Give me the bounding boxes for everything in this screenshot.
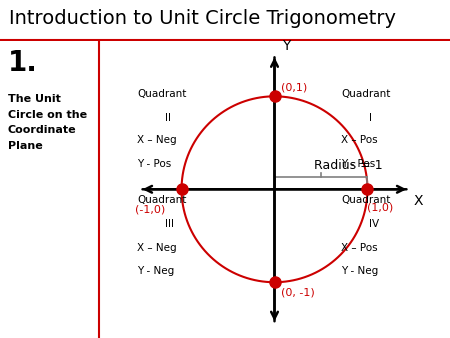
- Text: X – Pos: X – Pos: [342, 135, 378, 145]
- Text: (1,0): (1,0): [368, 202, 394, 212]
- Text: X: X: [414, 194, 423, 208]
- Text: Quadrant: Quadrant: [137, 89, 186, 99]
- Text: (-1,0): (-1,0): [135, 204, 165, 214]
- Text: (0, -1): (0, -1): [281, 288, 315, 298]
- Text: Quadrant: Quadrant: [137, 195, 186, 205]
- Text: I: I: [369, 113, 372, 123]
- Text: II: II: [165, 113, 171, 123]
- Text: 1.: 1.: [8, 49, 38, 77]
- Text: Y - Pos: Y - Pos: [342, 159, 376, 169]
- Text: X – Neg: X – Neg: [137, 243, 176, 253]
- Text: III: III: [165, 219, 174, 229]
- Text: IV: IV: [369, 219, 379, 229]
- Text: Y - Neg: Y - Neg: [137, 266, 174, 276]
- Text: Y: Y: [282, 39, 290, 53]
- Text: Radius = 1: Radius = 1: [314, 159, 382, 172]
- Text: Y - Pos: Y - Pos: [137, 159, 171, 169]
- Text: X – Neg: X – Neg: [137, 135, 176, 145]
- Text: The Unit
Circle on the
Coordinate
Plane: The Unit Circle on the Coordinate Plane: [8, 94, 87, 151]
- Text: X – Pos: X – Pos: [342, 243, 378, 253]
- Text: Y - Neg: Y - Neg: [342, 266, 378, 276]
- Text: Quadrant: Quadrant: [342, 195, 391, 205]
- Text: Introduction to Unit Circle Trigonometry: Introduction to Unit Circle Trigonometry: [9, 9, 396, 28]
- Text: Quadrant: Quadrant: [342, 89, 391, 99]
- Text: (0,1): (0,1): [281, 82, 307, 93]
